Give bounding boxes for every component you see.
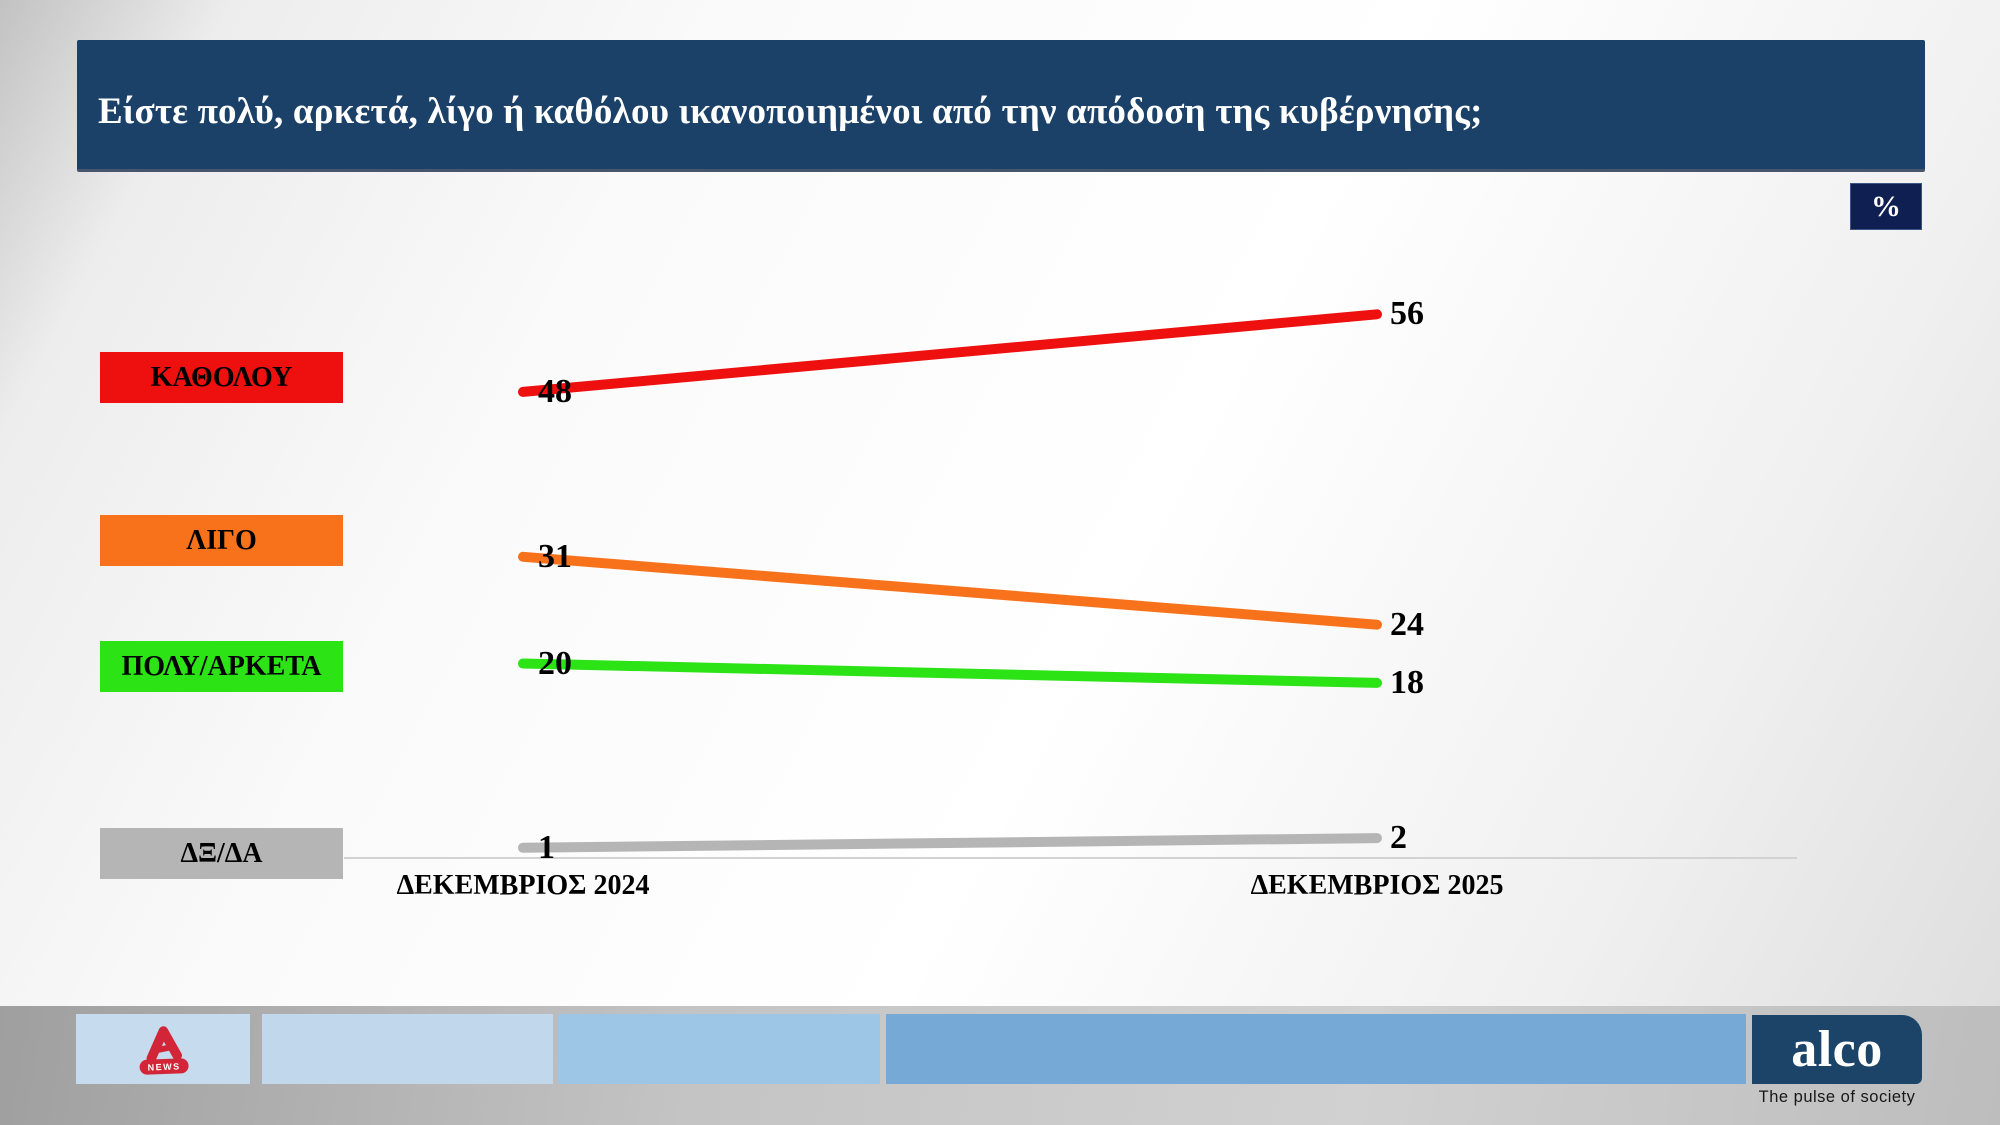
alpha-news-pill: NEWS [138,1057,189,1075]
value-label-right-0: 56 [1390,295,1424,333]
legend-box-2: ΠΟΛΥ/ΑΡΚΕΤΑ [100,641,343,692]
footer-box-3 [558,1014,880,1084]
value-label-left-3: 1 [538,828,555,866]
alco-tagline: The pulse of society [1758,1088,1916,1106]
footer-box-4 [886,1014,1746,1084]
alpha-news-logo: NEWS [138,1024,189,1075]
question-header: Είστε πολύ, αρκετά, λίγο ή καθόλου ικανο… [77,40,1925,172]
question-title: Είστε πολύ, αρκετά, λίγο ή καθόλου ικανο… [98,91,1483,132]
alco-logo-box: alco [1752,1015,1922,1084]
alpha-a-icon [145,1025,181,1063]
legend-box-0: ΚΑΘΟΛΟΥ [100,352,343,403]
alco-logo-name: alco [1791,1020,1883,1078]
legend-box-3: ΔΞ/ΔΑ [100,828,343,879]
x-axis-label-dec-2025: ΔΕΚΕΜΒΡΙΟΣ 2025 [1250,870,1504,901]
series-line-0 [518,309,1382,397]
footer-box-alpha: NEWS [76,1014,250,1084]
alco-logo: alco The pulse of society [1752,1015,1922,1107]
series-line-2 [518,658,1382,688]
x-axis-label-dec-2024: ΔΕΚΕΜΒΡΙΟΣ 2024 [396,870,650,901]
value-label-left-1: 31 [538,537,572,575]
value-label-left-2: 20 [538,644,572,682]
series-line-3 [518,833,1382,853]
value-label-right-2: 18 [1390,663,1424,701]
value-label-right-3: 2 [1390,819,1407,857]
legend-box-1: ΛΙΓΟ [100,515,343,566]
value-label-left-0: 48 [538,372,572,410]
footer-box-2 [262,1014,553,1084]
percent-badge: % [1850,183,1922,230]
series-line-1 [518,551,1382,630]
value-label-right-1: 24 [1390,605,1424,643]
